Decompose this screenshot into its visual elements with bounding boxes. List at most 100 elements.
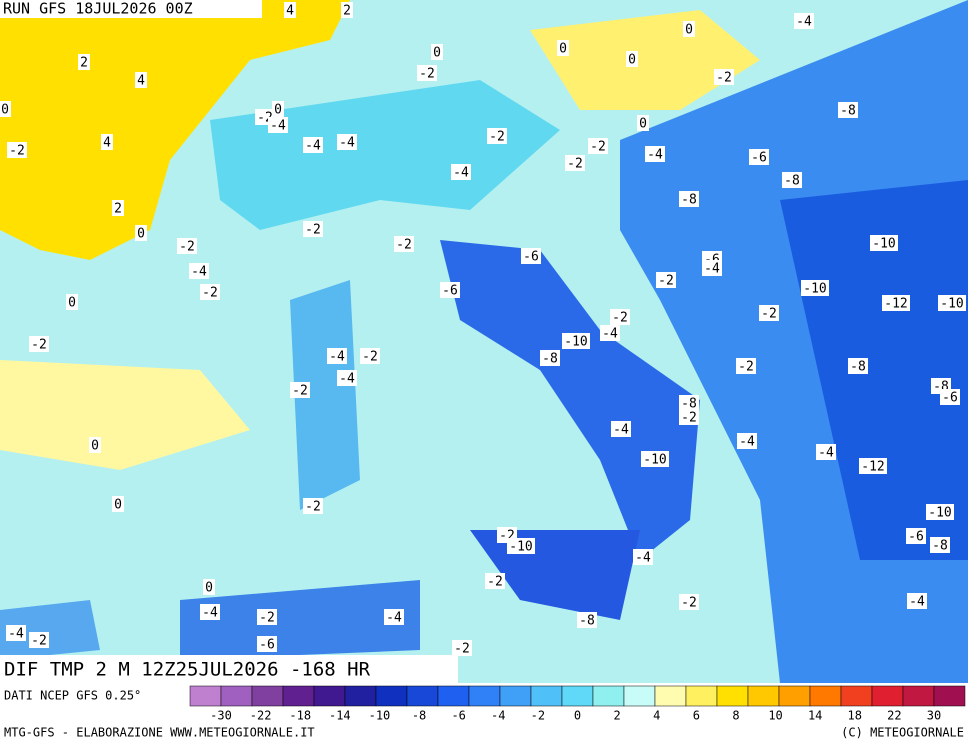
- label-box: [135, 72, 147, 88]
- footer-left: MTG-GFS - ELABORAZIONE WWW.METEOGIORNALE…: [4, 726, 315, 740]
- colorbar-swatch: [530, 685, 563, 707]
- contour-label: 2: [80, 56, 88, 71]
- colorbar-label: -22: [250, 709, 272, 723]
- colorbar-label: 14: [808, 709, 822, 723]
- contour-label: -8: [784, 174, 800, 189]
- contour-label: -10: [872, 237, 895, 252]
- contour-label: -8: [579, 614, 595, 629]
- colorbar-swatch: [406, 685, 439, 707]
- contour-label: -8: [542, 352, 558, 367]
- label-box: [337, 370, 357, 386]
- contour-label: -2: [31, 634, 47, 649]
- contour-label: 0: [114, 498, 122, 513]
- contour-label: -6: [259, 638, 275, 653]
- contour-label: -4: [704, 262, 720, 277]
- label-box: [6, 625, 26, 641]
- label-box: [284, 2, 296, 18]
- contour-label: -12: [861, 460, 884, 475]
- map-title: DIF TMP 2 M 12Z25JUL2026 -168 HR: [4, 659, 371, 681]
- map-background: [0, 0, 968, 683]
- contour-label: -10: [928, 506, 951, 521]
- contour-label: -2: [179, 240, 195, 255]
- label-box: [29, 632, 49, 648]
- contour-label: 0: [433, 46, 441, 61]
- label-box: [749, 149, 769, 165]
- label-box: [588, 138, 608, 154]
- contour-label: -4: [270, 119, 286, 134]
- label-box: [838, 102, 858, 118]
- contour-label: -10: [643, 453, 666, 468]
- label-box: [633, 549, 653, 565]
- colorbar-label: 10: [768, 709, 782, 723]
- contour-label: -2: [761, 307, 777, 322]
- label-box: [272, 101, 284, 117]
- contour-label: -6: [751, 151, 767, 166]
- label-box: [610, 309, 630, 325]
- label-box: [200, 284, 220, 300]
- contour-label: -4: [453, 166, 469, 181]
- contour-label: 4: [137, 74, 145, 89]
- contour-label: -2: [658, 274, 674, 289]
- colorbar-swatch: [592, 685, 625, 707]
- contour-label: -2: [305, 223, 321, 238]
- label-box: [816, 444, 836, 460]
- label-box: [257, 636, 277, 652]
- label-box: [637, 115, 649, 131]
- colorbar-swatch: [654, 685, 687, 707]
- contour-label: -2: [487, 575, 503, 590]
- label-box: [29, 336, 49, 352]
- label-box: [360, 348, 380, 364]
- label-box: [540, 350, 560, 366]
- contour-label: -4: [739, 435, 755, 450]
- label-box: [930, 537, 950, 553]
- colorbar-label: 8: [732, 709, 739, 723]
- contour-label: -2: [489, 130, 505, 145]
- contour-label: 0: [559, 42, 567, 57]
- colorbar-label: -6: [451, 709, 465, 723]
- label-box: [384, 609, 404, 625]
- label-box: [679, 409, 699, 425]
- label-box: [440, 282, 460, 298]
- label-box: [487, 128, 507, 144]
- contour-label: -10: [803, 282, 826, 297]
- contour-label: -2: [454, 642, 470, 657]
- run-label: RUN GFS 18JUL2026 00Z: [3, 0, 193, 18]
- label-box: [859, 458, 887, 474]
- contour-label: 4: [286, 4, 294, 19]
- colorbar-swatch: [809, 685, 842, 707]
- label-box: [759, 305, 779, 321]
- contour-label: -2: [292, 384, 308, 399]
- label-box: [683, 21, 695, 37]
- contour-label: 0: [685, 23, 693, 38]
- colorbar-label: 0: [574, 709, 581, 723]
- contour-label: -4: [909, 595, 925, 610]
- contour-label: -4: [647, 148, 663, 163]
- label-box: [611, 421, 631, 437]
- label-box: [0, 101, 11, 117]
- colorbar-swatch: [840, 685, 873, 707]
- colorbar-label: -18: [289, 709, 311, 723]
- contour-label: -2: [738, 360, 754, 375]
- colorbar-swatch: [561, 685, 594, 707]
- label-box: [938, 295, 966, 311]
- contour-label: -4: [329, 350, 345, 365]
- colorbar-label: -14: [329, 709, 351, 723]
- colorbar-label: -8: [412, 709, 426, 723]
- contour-label: -8: [840, 104, 856, 119]
- colorbar-label: 18: [848, 709, 862, 723]
- contour-label: -2: [305, 500, 321, 515]
- contour-label: -2: [716, 71, 732, 86]
- label-box: [557, 40, 569, 56]
- label-box: [782, 172, 802, 188]
- contour-label: -4: [191, 265, 207, 280]
- label-box: [679, 395, 699, 411]
- colorbar-label: -30: [210, 709, 232, 723]
- label-box: [327, 348, 347, 364]
- colorbar-swatch: [251, 685, 284, 707]
- contour-label: 0: [274, 103, 282, 118]
- contour-label: -4: [305, 139, 321, 154]
- label-box: [101, 134, 113, 150]
- contour-label: -6: [908, 530, 924, 545]
- label-box: [626, 51, 638, 67]
